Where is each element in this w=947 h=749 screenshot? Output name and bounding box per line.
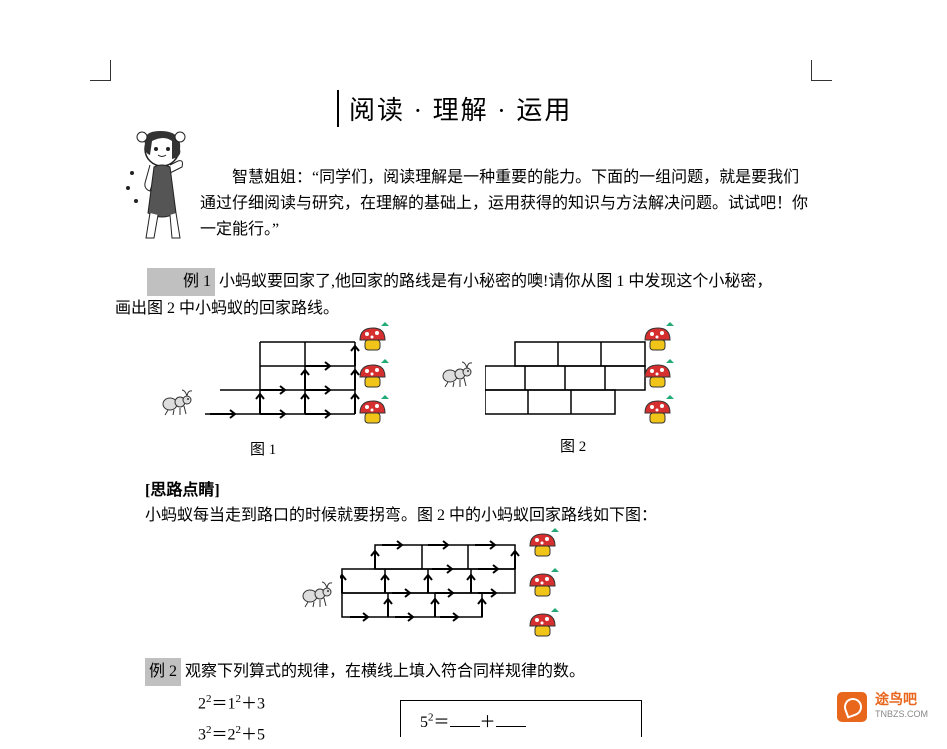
- solution-figure: [300, 530, 600, 640]
- girl-illustration: [120, 123, 200, 243]
- equations-left: 22＝12＋3 32＝22＋5: [198, 686, 265, 749]
- eq-base: 1: [228, 695, 236, 712]
- ant-icon: [440, 360, 474, 388]
- example-2-block: 例 2 观察下列算式的规律，在横线上填入符合同样规律的数。: [145, 658, 845, 686]
- eq-exp: 2: [236, 724, 242, 736]
- ant-icon: [300, 580, 334, 608]
- figure-2-mushrooms: [640, 322, 680, 432]
- example-1-block: 例 1 小蚂蚁要回家了,他回家的路线是有小秘密的噢!请你从图 1 中发现这个小秘…: [115, 268, 815, 322]
- eq-exp: 2: [206, 724, 212, 736]
- eq-exp: 2: [236, 693, 242, 705]
- watermark-url: TNBZS.COM: [875, 709, 928, 719]
- eq-plus: ＋: [480, 714, 496, 731]
- eq-op: ＝: [434, 714, 450, 731]
- example-2-text: 观察下列算式的规律，在横线上填入符合同样规律的数。: [185, 663, 585, 680]
- eq-base: 3: [198, 727, 206, 744]
- equation-row: 22＝12＋3: [198, 686, 265, 717]
- crop-mark-tl: [90, 60, 111, 81]
- hint-title: [思路点睛]: [145, 478, 825, 503]
- equation-right: 52＝＋: [420, 708, 526, 732]
- eq-exp: 2: [206, 693, 212, 705]
- figures-row: 图 1 图 2: [150, 320, 810, 460]
- solution-grid: [340, 535, 530, 635]
- eq-add: 3: [257, 695, 265, 712]
- hint-text: 小蚂蚁每当走到路口的时候就要拐弯。图 2 中的小蚂蚁回家路线如下图：: [145, 503, 825, 528]
- eq-base: 5: [420, 714, 428, 731]
- figure-1-mushrooms: [355, 322, 395, 432]
- figure-2-label: 图 2: [560, 435, 586, 456]
- figure-1-grid: [205, 328, 360, 420]
- blank-field[interactable]: [450, 712, 480, 727]
- watermark-cn: 途鸟吧: [875, 691, 917, 707]
- eq-base: 2: [228, 727, 236, 744]
- eq-add: 5: [257, 727, 265, 744]
- equation-row: 32＝22＋5: [198, 717, 265, 748]
- example-1-line2: 画出图 2 中小蚂蚁的回家路线。: [115, 296, 815, 322]
- watermark-badge-icon: [837, 692, 867, 722]
- blank-field[interactable]: [496, 712, 526, 727]
- hint-block: [思路点睛] 小蚂蚁每当走到路口的时候就要拐弯。图 2 中的小蚂蚁回家路线如下图…: [145, 478, 825, 528]
- example-1-badge: 例 1: [147, 268, 215, 296]
- example-1-text: 小蚂蚁要回家了,他回家的路线是有小秘密的噢!请你从图 1 中发现这个小秘密，: [219, 273, 772, 290]
- figure-1-label: 图 1: [250, 438, 276, 459]
- figure-2-grid: [485, 328, 655, 420]
- watermark: 途鸟吧 TNBZS.COM: [837, 692, 942, 732]
- example-2-badge: 例 2: [145, 658, 181, 686]
- crop-mark-tr: [811, 60, 832, 81]
- section-title-wrap: 阅读 · 理解 · 运用: [337, 90, 572, 127]
- eq-base: 2: [198, 695, 206, 712]
- ant-icon: [160, 388, 194, 416]
- intro-paragraph: 智慧姐姐：“同学们，阅读理解是一种重要的能力。下面的一组问题，就是要我们通过仔细…: [200, 165, 810, 243]
- section-title: 阅读 · 理解 · 运用: [349, 96, 572, 125]
- solution-mushrooms: [525, 528, 565, 643]
